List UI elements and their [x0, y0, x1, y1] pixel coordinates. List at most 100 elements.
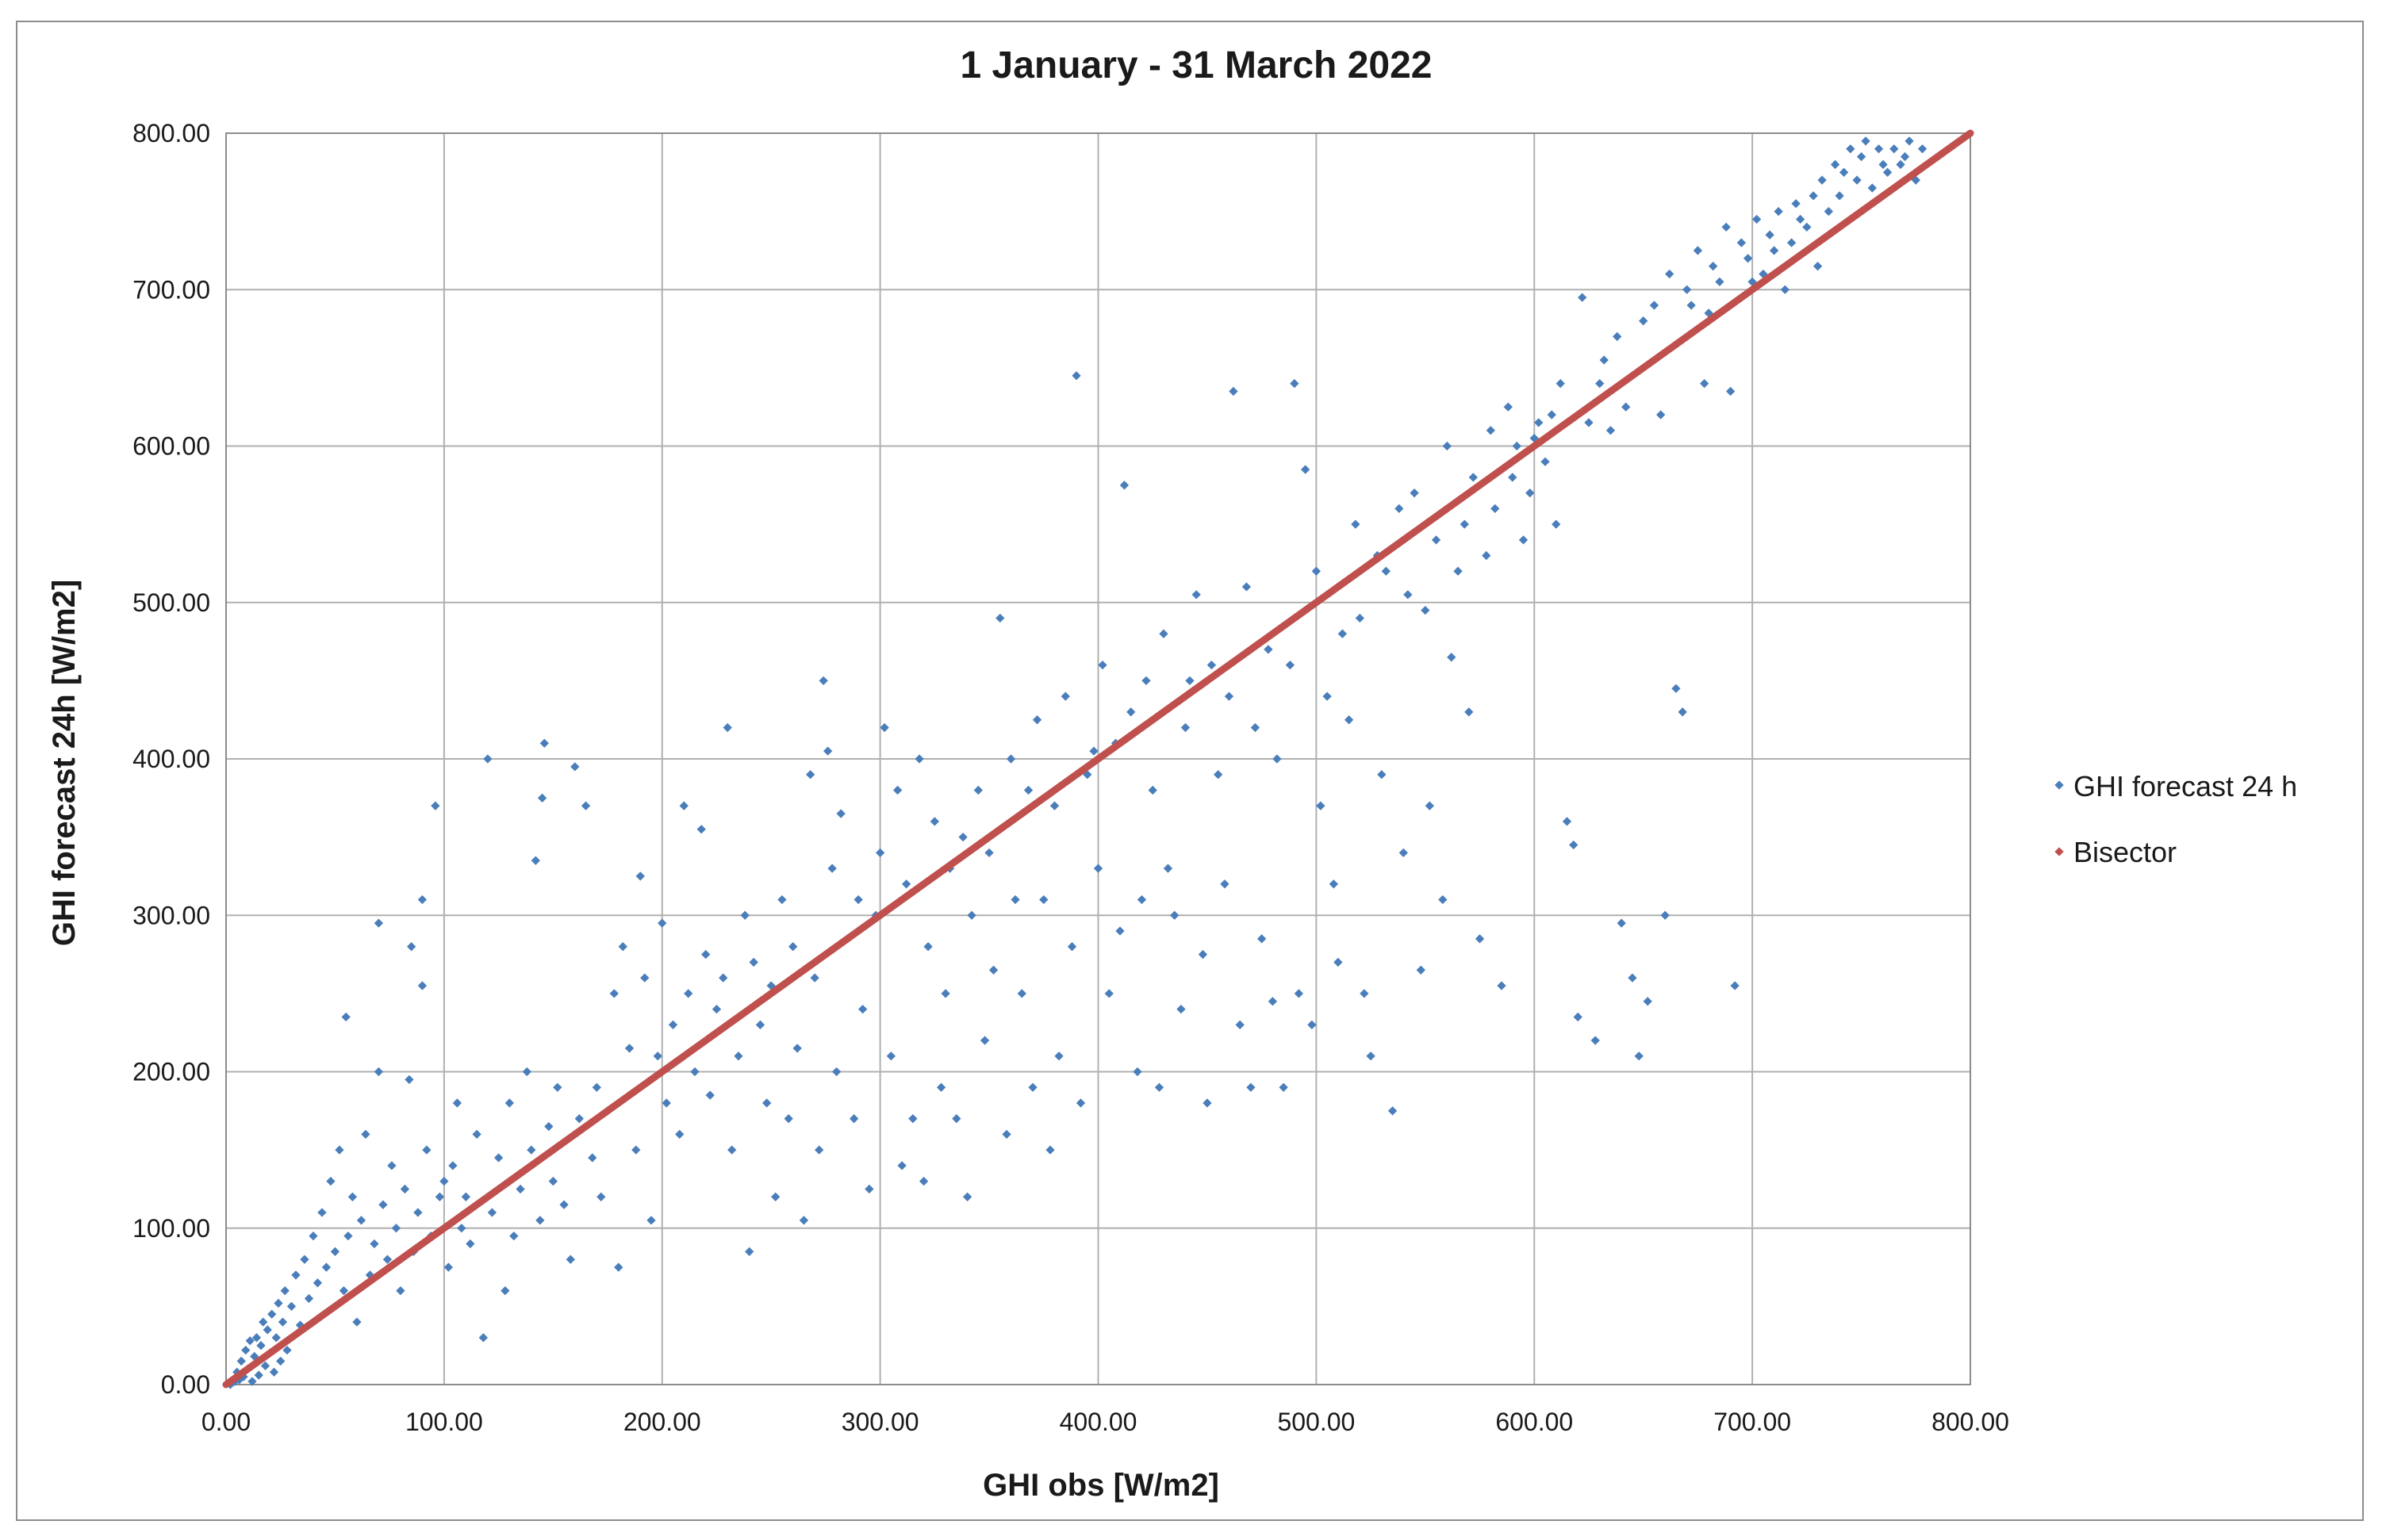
scatter-point-forecast [962, 1192, 972, 1201]
scatter-point-forecast [705, 1090, 715, 1100]
scatter-point-forecast [1329, 879, 1339, 889]
scatter-point-forecast [1447, 653, 1456, 662]
scatter-point-forecast [1867, 183, 1877, 193]
scatter-point-forecast [1736, 238, 1747, 247]
scatter-point-forecast [915, 754, 924, 764]
scatter-point-forecast [1394, 504, 1404, 514]
x-tick-label: 0.00 [201, 1408, 251, 1436]
scatter-point-forecast [1780, 285, 1790, 294]
scatter-point-forecast [1290, 378, 1299, 389]
scatter-point-forecast [1846, 144, 1855, 154]
scatter-point-forecast [806, 770, 815, 780]
scatter-point-forecast [1802, 222, 1812, 232]
scatter-point-forecast [777, 895, 787, 905]
scatter-point-forecast [400, 1184, 410, 1194]
scatter-point-forecast [1599, 355, 1609, 365]
scatter-point-forecast [1453, 566, 1463, 576]
scatter-point-forecast [461, 1192, 471, 1201]
x-tick-label: 500.00 [1277, 1408, 1355, 1436]
scatter-point-forecast [897, 1161, 907, 1170]
scatter-point-forecast [448, 1161, 458, 1170]
scatter-point-forecast [1621, 402, 1631, 412]
scatter-point-forecast [734, 1052, 743, 1061]
scatter-point-forecast [236, 1356, 246, 1366]
scatter-point-forecast [712, 1004, 722, 1014]
scatter-point-forecast [740, 910, 750, 920]
scatter-point-forecast [980, 1036, 990, 1045]
scatter-point-forecast [696, 825, 706, 834]
scatter-point-forecast [1093, 864, 1103, 873]
scatter-point-forecast [988, 965, 999, 975]
scatter-point-forecast [1203, 1098, 1212, 1108]
scatter-point-forecast [1578, 293, 1587, 302]
scatter-point-forecast [973, 785, 983, 795]
scatter-point-forecast [1049, 801, 1060, 810]
scatter-point-forecast [527, 1145, 536, 1155]
scatter-point-forecast [1817, 175, 1827, 185]
y-tick-label: 500.00 [132, 588, 210, 617]
scatter-point-forecast [504, 1098, 514, 1108]
scatter-point-forecast [1856, 151, 1866, 162]
scatter-point-forecast [936, 1082, 946, 1092]
scatter-point-forecast [251, 1333, 262, 1343]
scatter-point-forecast [271, 1333, 281, 1343]
scatter-point-forecast [658, 918, 667, 928]
x-tick-label: 800.00 [1931, 1408, 2009, 1436]
scatter-point-forecast [241, 1345, 251, 1355]
scatter-point-forecast [1119, 481, 1130, 490]
scatter-point-forecast [592, 1082, 601, 1092]
scatter-point-forecast [478, 1333, 489, 1343]
scatter-point-forecast [1241, 582, 1252, 592]
y-tick-label: 300.00 [132, 901, 210, 929]
scatter-point-forecast [596, 1192, 606, 1201]
scatter-point-forecast [1279, 1082, 1288, 1092]
scatter-point-forecast [1333, 957, 1343, 967]
scatter-point-forecast [457, 1224, 466, 1233]
scatter-point-forecast [1830, 159, 1840, 170]
legend-item-forecast: GHI forecast 24 h [2054, 770, 2297, 803]
tick-labels: 0.00 100.00 200.00 300.00 400.00 500.00 600.00… [132, 119, 2009, 1436]
y-tick-label: 700.00 [132, 275, 210, 304]
scatter-point-forecast [614, 1262, 623, 1272]
scatter-point-forecast [291, 1270, 301, 1280]
scatter-point-forecast [662, 1098, 671, 1108]
scatter-point-forecast [339, 1285, 349, 1296]
y-tick-label: 100.00 [132, 1214, 210, 1243]
scatter-point-forecast [1137, 895, 1147, 905]
scatter-point-forecast [259, 1317, 268, 1327]
scatter-point-forecast [1398, 848, 1408, 858]
scatter-point-forecast [958, 832, 968, 842]
scatter-point-forecast [1518, 535, 1529, 545]
scatter-point-forecast [343, 1231, 353, 1241]
scatter-point-forecast [719, 973, 728, 983]
scatter-point-forecast [1416, 965, 1425, 975]
scatter-point-forecast [684, 989, 693, 998]
scatter-point-forecast [435, 1192, 445, 1201]
scatter-point-forecast [880, 722, 889, 733]
scatter-point-forecast [1678, 707, 1687, 717]
scatter-point-forecast [361, 1129, 370, 1140]
scatter-point-forecast [1889, 144, 1899, 154]
legend-label-bisector: Bisector [2073, 836, 2177, 868]
scatter-point-forecast [1002, 1129, 1011, 1140]
scatter-point-forecast [352, 1317, 362, 1327]
scatter-point-forecast [1180, 722, 1191, 733]
scatter-point-forecast [1185, 676, 1195, 686]
scatter-point-forecast [854, 895, 863, 905]
scatter-point-forecast [537, 793, 547, 803]
scatter-point-forecast [1605, 426, 1616, 435]
scatter-point-forecast [1410, 488, 1419, 498]
scatter-point-forecast [849, 1114, 859, 1124]
scatter-point-forecast [784, 1114, 793, 1124]
scatter-point-forecast [378, 1200, 388, 1209]
y-tick-label: 800.00 [132, 119, 210, 147]
scatter-point-forecast [1656, 410, 1666, 419]
scatter-point-forecast [1072, 371, 1081, 381]
y-tick-label: 0.00 [161, 1370, 210, 1399]
scatter-point-forecast [483, 754, 493, 764]
scatter-point-forecast [544, 1121, 554, 1132]
scatter-point-forecast [865, 1184, 874, 1194]
scatter-point-forecast [901, 879, 911, 889]
scatter-point-forecast [406, 942, 416, 952]
scatter-point-forecast [356, 1216, 366, 1225]
